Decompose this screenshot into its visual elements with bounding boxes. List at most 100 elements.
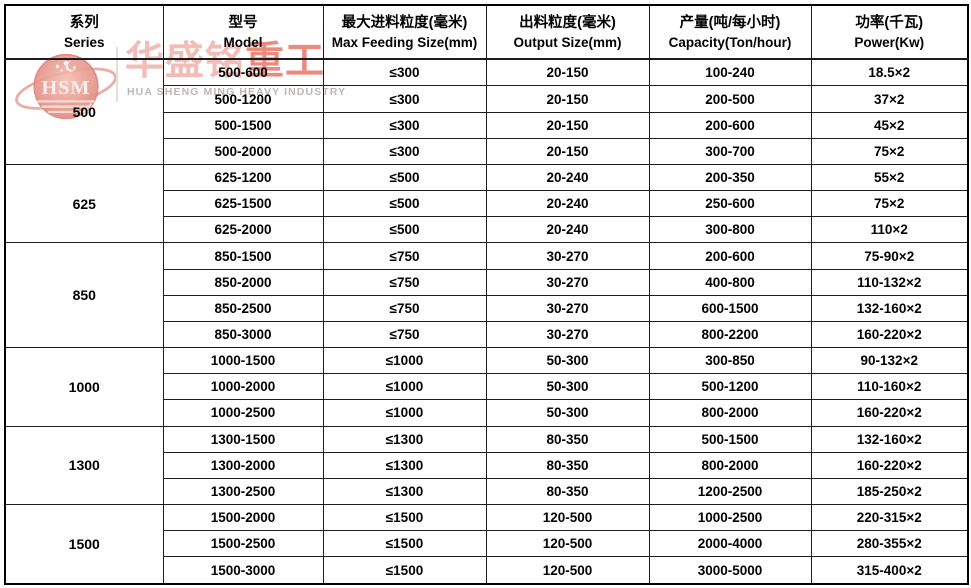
output-size-cell: 20-240 <box>485 163 650 192</box>
capacity-cell: 100-240 <box>648 58 812 87</box>
table-row: 1000-2000 ≤1000 50-300 500-1200 110-160×2 <box>5 373 969 401</box>
model-cell: 850-1500 <box>162 242 324 270</box>
table-body: 500 500-600 ≤300 20-150 100-240 18.5×2 500-120… <box>4 58 969 585</box>
model-cell: 1300-1500 <box>162 425 324 453</box>
model-cell: 500-600 <box>162 58 324 87</box>
max-feeding-size-cell: ≤500 <box>322 163 487 192</box>
spec-table: 系列 Series 型号 Model 最大进料粒度(毫米) Max Feeding Siz… <box>4 4 969 585</box>
output-size-cell: 30-270 <box>485 268 650 296</box>
max-feeding-size-cell: ≤1300 <box>322 477 487 505</box>
header-row: 系列 Series 型号 Model 最大进料粒度(毫米) Max Feeding Siz… <box>4 4 969 60</box>
table-row: 1500-3000 ≤1500 120-500 3000-5000 315-400×2 <box>5 556 969 585</box>
output-size-cell: 20-240 <box>485 190 650 218</box>
column-header: 最大进料粒度(毫米) Max Feeding Size(mm) <box>322 4 487 60</box>
output-size-cell: 50-300 <box>485 399 650 427</box>
capacity-cell: 1000-2500 <box>648 503 812 532</box>
table-row: 1500 1500-2000 ≤1500 120-500 1000-2500 220-31… <box>4 503 969 585</box>
capacity-cell: 1200-2500 <box>648 477 812 505</box>
power-cell: 160-220×2 <box>810 320 969 349</box>
model-cell: 1500-2500 <box>162 530 324 558</box>
column-header: 出料粒度(毫米) Output Size(mm) <box>485 4 650 60</box>
model-cell: 850-3000 <box>162 320 324 349</box>
series-cell: 1300 <box>4 425 164 505</box>
power-cell: 75×2 <box>810 190 969 218</box>
column-header-en: Max Feeding Size(mm) <box>331 34 478 50</box>
power-cell: 110-160×2 <box>810 373 969 401</box>
table-row: 850 850-1500 ≤750 30-270 200-600 75-90×2 <box>4 242 969 349</box>
power-cell: 315-400×2 <box>810 556 969 585</box>
max-feeding-size-cell: ≤1300 <box>322 425 487 453</box>
max-feeding-size-cell: ≤1000 <box>322 373 487 401</box>
column-header: 功率(千瓦) Power(Kw) <box>810 4 969 60</box>
power-cell: 220-315×2 <box>810 503 969 532</box>
power-cell: 18.5×2 <box>810 58 969 87</box>
capacity-cell: 500-1200 <box>648 373 812 401</box>
column-header-en: Power(Kw) <box>854 34 925 50</box>
max-feeding-size-cell: ≤750 <box>322 268 487 296</box>
power-cell: 185-250×2 <box>810 477 969 505</box>
column-header-cn: 产量(吨/每小时) <box>679 14 781 31</box>
model-cell: 1300-2000 <box>162 451 324 479</box>
series-cell: 1500 <box>4 503 164 585</box>
model-cell: 850-2000 <box>162 268 324 296</box>
capacity-cell: 2000-4000 <box>648 530 812 558</box>
max-feeding-size-cell: ≤750 <box>322 294 487 322</box>
table-row: 500-1200 ≤300 20-150 200-500 37×2 <box>5 85 969 113</box>
table-row: 850-2000 ≤750 30-270 400-800 110-132×2 <box>5 268 969 296</box>
output-size-cell: 50-300 <box>485 373 650 401</box>
max-feeding-size-cell: ≤500 <box>322 190 487 218</box>
column-header-cn: 出料粒度(毫米) <box>519 14 616 31</box>
max-feeding-size-cell: ≤500 <box>322 216 487 244</box>
max-feeding-size-cell: ≤1000 <box>322 399 487 427</box>
column-header-en: Model <box>223 34 263 50</box>
model-cell: 625-2000 <box>162 216 324 244</box>
series-cell: 1000 <box>4 347 164 427</box>
power-cell: 55×2 <box>810 163 969 192</box>
capacity-cell: 800-2000 <box>648 399 812 427</box>
model-cell: 625-1200 <box>162 163 324 192</box>
table-row: 625-2000 ≤500 20-240 300-800 110×2 <box>5 216 969 244</box>
model-cell: 1000-1500 <box>162 347 324 375</box>
model-cell: 500-1200 <box>162 85 324 113</box>
output-size-cell: 120-500 <box>485 530 650 558</box>
capacity-cell: 3000-5000 <box>648 556 812 585</box>
power-cell: 160-220×2 <box>810 451 969 479</box>
capacity-cell: 250-600 <box>648 190 812 218</box>
table-row: 1000 1000-1500 ≤1000 50-300 300-850 90-132×2 <box>4 347 969 427</box>
table-row: 625-1500 ≤500 20-240 250-600 75×2 <box>5 190 969 218</box>
output-size-cell: 20-240 <box>485 216 650 244</box>
column-header: 型号 Model <box>162 4 324 60</box>
column-header-en: Capacity(Ton/hour) <box>668 34 792 50</box>
capacity-cell: 300-700 <box>648 137 812 165</box>
output-size-cell: 120-500 <box>485 503 650 532</box>
max-feeding-size-cell: ≤1500 <box>322 503 487 532</box>
capacity-cell: 800-2200 <box>648 320 812 349</box>
power-cell: 90-132×2 <box>810 347 969 375</box>
series-cell: 625 <box>4 163 164 244</box>
capacity-cell: 400-800 <box>648 268 812 296</box>
table-row: 625 625-1200 ≤500 20-240 200-350 55×2 <box>4 163 969 244</box>
model-cell: 1500-3000 <box>162 556 324 585</box>
power-cell: 37×2 <box>810 85 969 113</box>
series-cell: 500 <box>4 58 164 165</box>
model-cell: 1300-2500 <box>162 477 324 505</box>
output-size-cell: 80-350 <box>485 477 650 505</box>
max-feeding-size-cell: ≤750 <box>322 320 487 349</box>
model-cell: 625-1500 <box>162 190 324 218</box>
max-feeding-size-cell: ≤1300 <box>322 451 487 479</box>
model-cell: 1000-2000 <box>162 373 324 401</box>
max-feeding-size-cell: ≤1500 <box>322 530 487 558</box>
table-row: 850-2500 ≤750 30-270 600-1500 132-160×2 <box>5 294 969 322</box>
power-cell: 110-132×2 <box>810 268 969 296</box>
capacity-cell: 200-350 <box>648 163 812 192</box>
output-size-cell: 20-150 <box>485 85 650 113</box>
capacity-cell: 200-600 <box>648 242 812 270</box>
table-row: 1500-2500 ≤1500 120-500 2000-4000 280-355×2 <box>5 530 969 558</box>
power-cell: 75×2 <box>810 137 969 165</box>
output-size-cell: 20-150 <box>485 58 650 87</box>
column-header-en: Output Size(mm) <box>513 34 622 50</box>
model-cell: 500-1500 <box>162 111 324 139</box>
power-cell: 132-160×2 <box>810 294 969 322</box>
table-header: 系列 Series 型号 Model 最大进料粒度(毫米) Max Feeding Siz… <box>4 4 969 60</box>
column-header-cn: 型号 <box>228 14 258 31</box>
